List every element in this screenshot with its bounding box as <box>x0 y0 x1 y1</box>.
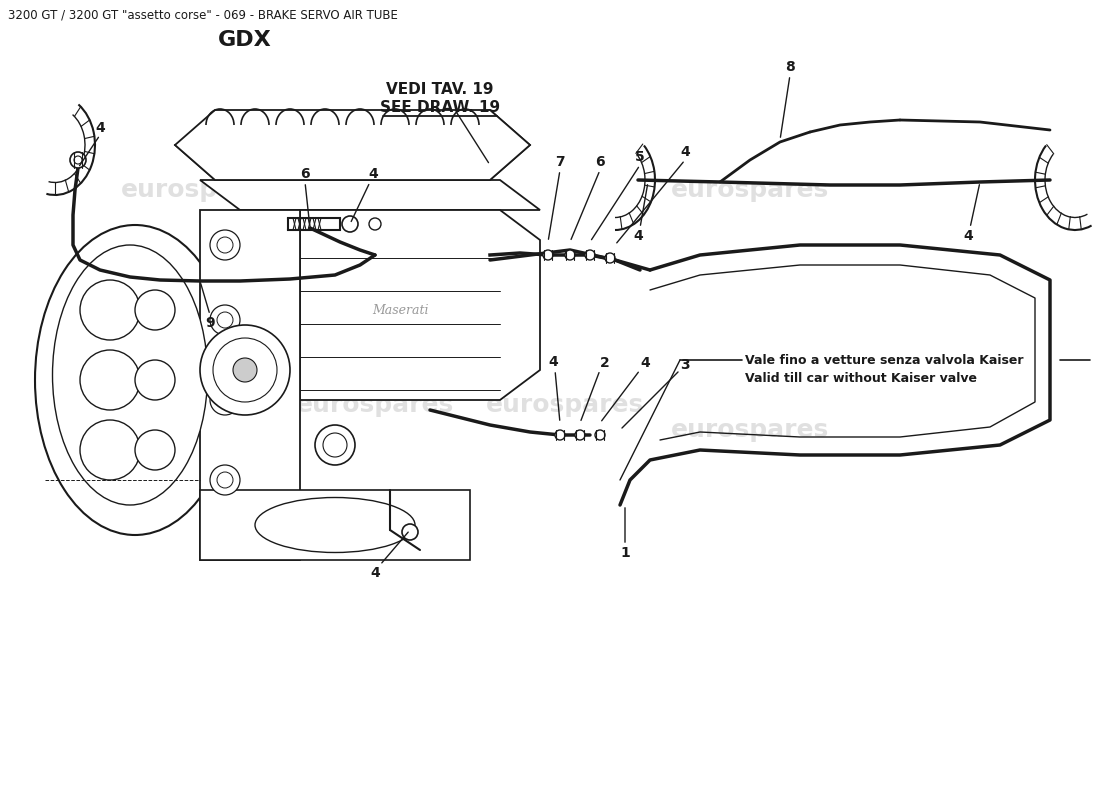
Circle shape <box>323 433 346 457</box>
Text: 4: 4 <box>640 356 650 370</box>
Circle shape <box>210 305 240 335</box>
Text: 4: 4 <box>95 121 104 135</box>
Circle shape <box>585 250 595 260</box>
Polygon shape <box>200 210 300 560</box>
Text: 7: 7 <box>556 155 564 169</box>
Text: 2: 2 <box>601 356 609 370</box>
Circle shape <box>213 338 277 402</box>
Circle shape <box>217 392 233 408</box>
Circle shape <box>543 250 553 260</box>
Circle shape <box>368 218 381 230</box>
Text: eurospares: eurospares <box>296 393 454 417</box>
Text: Vale fino a vetture senza valvola Kaiser: Vale fino a vetture senza valvola Kaiser <box>745 354 1023 366</box>
Circle shape <box>565 250 575 260</box>
Text: eurospares: eurospares <box>106 398 264 422</box>
Circle shape <box>210 385 240 415</box>
Circle shape <box>556 430 565 440</box>
Circle shape <box>217 312 233 328</box>
Text: 4: 4 <box>680 145 690 159</box>
Circle shape <box>210 230 240 260</box>
Ellipse shape <box>255 498 415 553</box>
Circle shape <box>315 425 355 465</box>
Text: eurospares: eurospares <box>486 393 645 417</box>
Circle shape <box>217 472 233 488</box>
Circle shape <box>80 420 140 480</box>
Text: 6: 6 <box>300 167 310 181</box>
Text: eurospares: eurospares <box>121 178 279 202</box>
Text: 4: 4 <box>368 167 378 181</box>
Text: GDX: GDX <box>218 30 272 50</box>
Text: 3: 3 <box>680 358 690 372</box>
Circle shape <box>233 358 257 382</box>
Text: Valid till car without Kaiser valve: Valid till car without Kaiser valve <box>745 371 977 385</box>
Text: Maserati: Maserati <box>372 303 428 317</box>
Text: 4: 4 <box>634 229 642 243</box>
Ellipse shape <box>53 245 208 505</box>
Circle shape <box>217 237 233 253</box>
Circle shape <box>595 430 605 440</box>
Circle shape <box>402 524 418 540</box>
Text: eurospares: eurospares <box>671 178 829 202</box>
Circle shape <box>200 325 290 415</box>
Text: 4: 4 <box>548 355 558 369</box>
Text: 9: 9 <box>206 316 214 330</box>
Circle shape <box>74 156 82 164</box>
Polygon shape <box>200 490 470 560</box>
Polygon shape <box>300 210 540 400</box>
Text: VEDI TAV. 19: VEDI TAV. 19 <box>386 82 494 98</box>
Circle shape <box>135 360 175 400</box>
Text: 6: 6 <box>595 155 605 169</box>
Circle shape <box>342 216 358 232</box>
Text: 4: 4 <box>964 229 972 243</box>
Polygon shape <box>200 180 540 210</box>
Circle shape <box>575 430 585 440</box>
Text: 3200 GT / 3200 GT "assetto corse" - 069 - BRAKE SERVO AIR TUBE: 3200 GT / 3200 GT "assetto corse" - 069 … <box>8 8 398 21</box>
Text: 8: 8 <box>785 60 795 74</box>
Text: eurospares: eurospares <box>671 418 829 442</box>
Polygon shape <box>175 110 530 180</box>
Circle shape <box>80 350 140 410</box>
Circle shape <box>70 152 86 168</box>
Text: 4: 4 <box>370 566 379 580</box>
Text: SEE DRAW. 19: SEE DRAW. 19 <box>379 101 500 115</box>
Circle shape <box>135 430 175 470</box>
Circle shape <box>605 253 615 263</box>
Text: 5: 5 <box>635 150 645 164</box>
Circle shape <box>135 290 175 330</box>
Text: 1: 1 <box>620 546 630 560</box>
Text: eurospares: eurospares <box>321 178 480 202</box>
Circle shape <box>210 465 240 495</box>
Circle shape <box>80 280 140 340</box>
Ellipse shape <box>35 225 235 535</box>
